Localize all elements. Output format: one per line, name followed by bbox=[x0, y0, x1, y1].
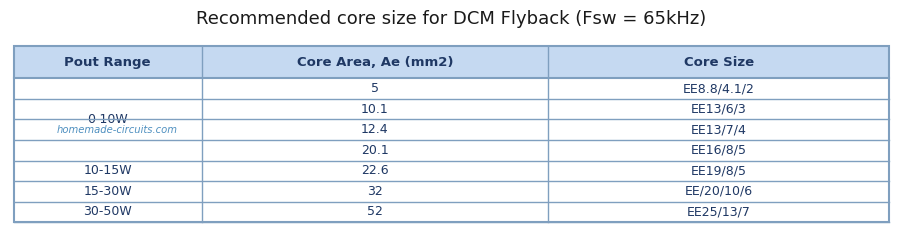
Text: 22.6: 22.6 bbox=[361, 164, 388, 177]
Text: 52: 52 bbox=[366, 205, 382, 218]
Text: EE16/8/5: EE16/8/5 bbox=[690, 144, 746, 157]
Text: 0-10W: 0-10W bbox=[87, 113, 128, 126]
Bar bbox=[14, 99, 888, 120]
Bar bbox=[14, 46, 888, 222]
Bar bbox=[14, 140, 888, 161]
Text: Core Size: Core Size bbox=[683, 56, 753, 69]
Text: EE13/7/4: EE13/7/4 bbox=[690, 123, 746, 136]
Text: EE13/6/3: EE13/6/3 bbox=[690, 103, 746, 116]
Text: Recommended core size for DCM Flyback (Fsw = 65kHz): Recommended core size for DCM Flyback (F… bbox=[196, 10, 706, 28]
Bar bbox=[14, 161, 888, 181]
Text: 30-50W: 30-50W bbox=[83, 205, 132, 218]
Bar bbox=[14, 181, 888, 202]
Bar bbox=[14, 202, 888, 222]
Bar bbox=[14, 120, 888, 140]
Text: 10-15W: 10-15W bbox=[83, 164, 132, 177]
Text: Core Area, Ae (mm2): Core Area, Ae (mm2) bbox=[296, 56, 453, 69]
Text: EE19/8/5: EE19/8/5 bbox=[690, 164, 746, 177]
Text: 20.1: 20.1 bbox=[361, 144, 388, 157]
Text: 10.1: 10.1 bbox=[361, 103, 388, 116]
Text: EE25/13/7: EE25/13/7 bbox=[686, 205, 750, 218]
Text: 15-30W: 15-30W bbox=[83, 185, 132, 198]
Text: EE8.8/4.1/2: EE8.8/4.1/2 bbox=[682, 82, 754, 95]
Text: homemade-circuits.com: homemade-circuits.com bbox=[57, 125, 178, 135]
Text: 12.4: 12.4 bbox=[361, 123, 388, 136]
Text: 32: 32 bbox=[366, 185, 382, 198]
Text: EE/20/10/6: EE/20/10/6 bbox=[684, 185, 752, 198]
Bar bbox=[14, 46, 888, 78]
Bar bbox=[14, 78, 888, 99]
Text: Pout Range: Pout Range bbox=[64, 56, 151, 69]
Text: 5: 5 bbox=[371, 82, 379, 95]
